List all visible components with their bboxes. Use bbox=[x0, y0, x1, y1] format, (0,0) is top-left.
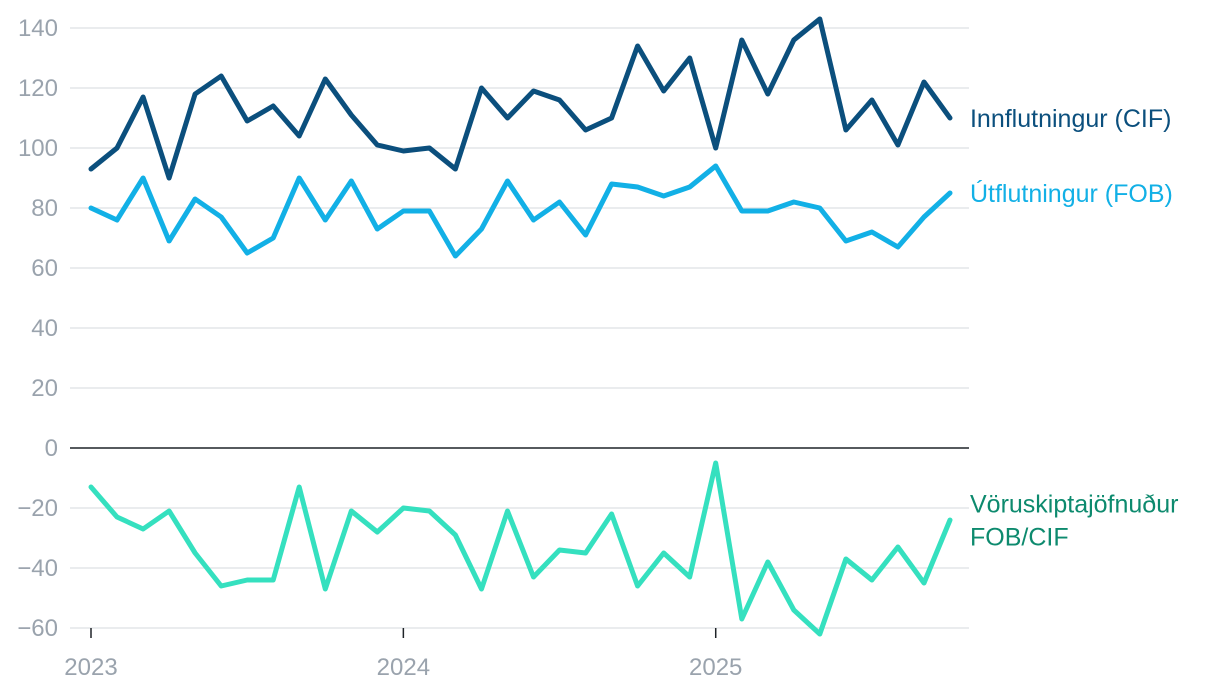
y-tick-label: 80 bbox=[31, 195, 58, 222]
y-tick-label: 100 bbox=[18, 135, 58, 162]
y-tick-label: −20 bbox=[17, 495, 58, 522]
series-lines bbox=[88, 16, 953, 637]
series-label: Vöruskiptajöfnuður FOB/CIF bbox=[970, 491, 1178, 552]
x-tick-label: 2025 bbox=[689, 654, 742, 681]
y-tick-label: −40 bbox=[17, 555, 58, 582]
y-tick-label: 140 bbox=[18, 15, 58, 42]
series-line bbox=[88, 16, 953, 181]
y-tick-label: 60 bbox=[31, 255, 58, 282]
x-tick-label: 2024 bbox=[377, 654, 430, 681]
series-label-line: FOB/CIF bbox=[970, 524, 1069, 552]
series-labels: Innflutningur (CIF) Útflutningur (FOB) Vör… bbox=[970, 105, 1178, 552]
series-line bbox=[88, 163, 953, 259]
y-axis-ticks: 140 120 100 80 60 40 20 0 −20 −40 −60 bbox=[17, 15, 58, 642]
series-label-line: Vöruskiptajöfnuður bbox=[970, 491, 1178, 519]
series-label: Innflutningur (CIF) bbox=[970, 105, 1171, 133]
series-label-line: Innflutningur (CIF) bbox=[970, 105, 1171, 133]
y-tick-label: 0 bbox=[45, 435, 58, 462]
series-label-line: Útflutningur (FOB) bbox=[970, 179, 1173, 208]
y-tick-label: −60 bbox=[17, 615, 58, 642]
y-tick-label: 20 bbox=[31, 375, 58, 402]
y-tick-label: 40 bbox=[31, 315, 58, 342]
x-tick-label: 2023 bbox=[64, 654, 117, 681]
x-axis-ticks: 2023 2024 2025 bbox=[64, 628, 742, 681]
gridlines bbox=[70, 27, 969, 629]
series-label: Útflutningur (FOB) bbox=[970, 179, 1173, 208]
series-line bbox=[88, 460, 953, 637]
y-tick-label: 120 bbox=[18, 75, 58, 102]
